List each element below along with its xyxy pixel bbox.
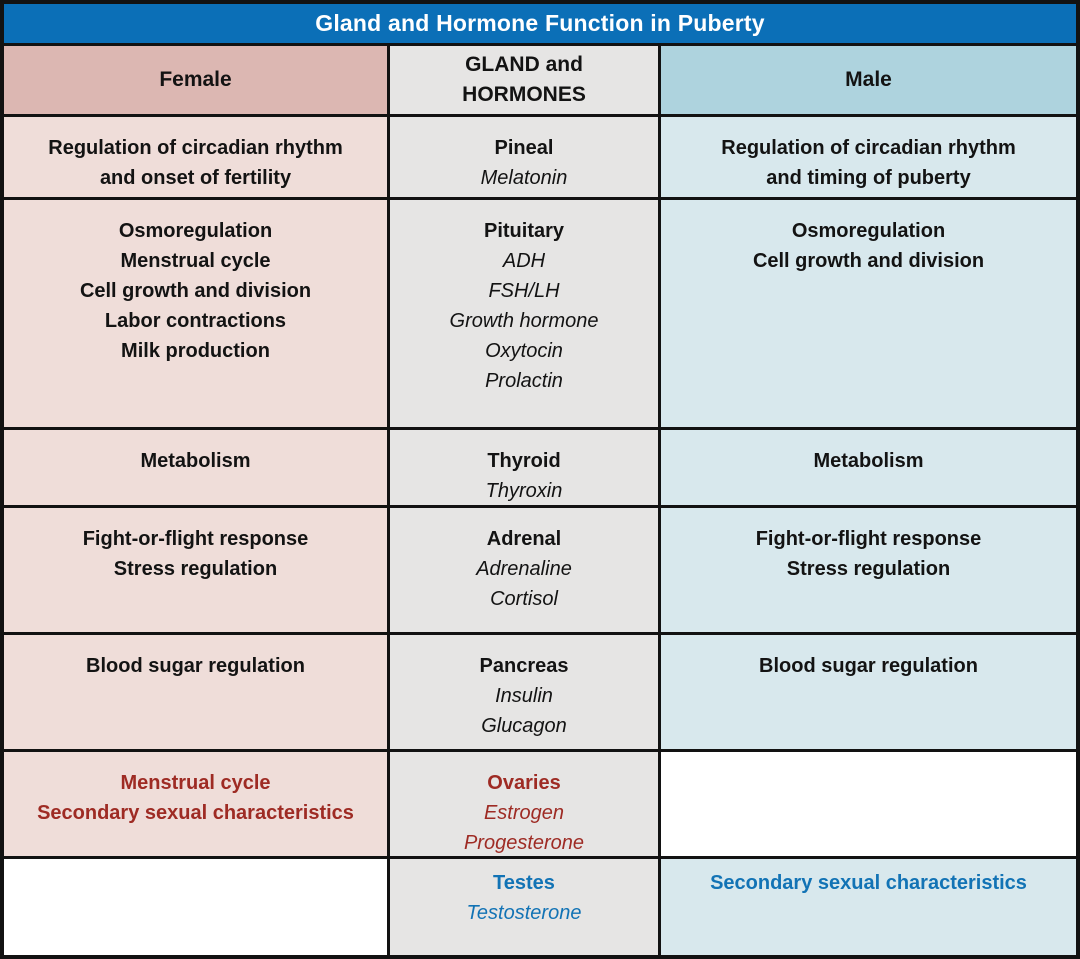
gland-name: Thyroid [487,450,561,472]
hormone-name: ADH [502,250,546,272]
cell-female-thyroid: Metabolism [4,430,390,505]
function-line: Osmoregulation [118,220,273,242]
gland-name: Adrenal [486,528,562,550]
hormone-name: Estrogen [483,802,565,824]
hormone-name: Oxytocin [485,340,563,362]
header-label-line: HORMONES [462,83,586,106]
cell-male-ovaries-empty [661,752,1076,856]
cell-male-pineal: Regulation of circadian rhythm and timin… [661,117,1076,197]
hormone-name: Insulin [495,685,553,707]
cell-female-pancreas: Blood sugar regulation [4,635,390,749]
hormone-name: Melatonin [480,167,568,189]
function-line: Labor contractions [104,310,287,332]
function-line: Fight-or-flight response [755,528,982,550]
cell-gland-adrenal: Adrenal Adrenaline Cortisol [390,508,661,632]
function-line: Fight-or-flight response [82,528,309,550]
header-row: Female GLAND and HORMONES Male [4,46,1076,117]
header-label: Male [845,68,892,91]
table-row-testes: Testes Testosterone Secondary sexual cha… [4,859,1076,955]
header-label: Female [159,68,232,91]
hormone-name: Adrenaline [476,558,572,580]
function-line: Blood sugar regulation [86,655,305,677]
function-line: Metabolism [813,450,924,472]
hormone-name: Prolactin [485,370,563,392]
function-line: and onset of fertility [99,167,292,189]
cell-gland-pineal: Pineal Melatonin [390,117,661,197]
cell-female-adrenal: Fight-or-flight response Stress regulati… [4,508,390,632]
hormone-name: Testosterone [466,902,582,924]
gland-name: Testes [493,872,555,894]
function-line: Secondary sexual characteristics [710,872,1027,894]
cell-gland-pancreas: Pancreas Insulin Glucagon [390,635,661,749]
column-header-female: Female [4,46,390,114]
function-line: Stress regulation [786,558,951,580]
hormone-name: Thyroxin [485,480,563,502]
hormone-name: Cortisol [490,588,558,610]
header-label-line: GLAND and [465,53,583,76]
function-line: Regulation of circadian rhythm [721,137,1016,159]
hormone-name: Progesterone [463,832,585,854]
hormone-name: FSH/LH [488,280,560,302]
gland-name: Pineal [494,137,554,159]
cell-female-testes-empty [4,859,390,955]
hormone-name: Growth hormone [449,310,599,332]
cell-male-thyroid: Metabolism [661,430,1076,505]
function-line: Cell growth and division [752,250,985,272]
function-line: Blood sugar regulation [759,655,978,677]
table-row-pineal: Regulation of circadian rhythm and onset… [4,117,1076,200]
function-line: Osmoregulation [791,220,946,242]
function-line: and timing of puberty [766,167,971,189]
function-line: Regulation of circadian rhythm [48,137,343,159]
gland-name: Pituitary [483,220,565,242]
function-line: Metabolism [140,450,251,472]
function-line: Menstrual cycle [120,250,271,272]
cell-gland-ovaries: Ovaries Estrogen Progesterone [390,752,661,856]
cell-female-ovaries: Menstrual cycle Secondary sexual charact… [4,752,390,856]
function-line: Secondary sexual characteristics [37,802,354,824]
table-row-ovaries: Menstrual cycle Secondary sexual charact… [4,752,1076,859]
table-row-adrenal: Fight-or-flight response Stress regulati… [4,508,1076,635]
cell-male-testes: Secondary sexual characteristics [661,859,1076,955]
table-row-pancreas: Blood sugar regulation Pancreas Insulin … [4,635,1076,752]
function-line: Milk production [121,340,270,362]
gland-name: Pancreas [479,655,569,677]
function-line: Menstrual cycle [120,772,271,794]
table-row-thyroid: Metabolism Thyroid Thyroxin Metabolism [4,430,1076,508]
function-line: Cell growth and division [79,280,312,302]
cell-female-pituitary: Osmoregulation Menstrual cycle Cell grow… [4,200,390,427]
hormone-name: Glucagon [481,715,567,737]
gland-name: Ovaries [487,772,561,794]
column-header-male: Male [661,46,1076,114]
cell-male-pituitary: Osmoregulation Cell growth and division [661,200,1076,427]
cell-gland-thyroid: Thyroid Thyroxin [390,430,661,505]
cell-female-pineal: Regulation of circadian rhythm and onset… [4,117,390,197]
table-title: Gland and Hormone Function in Puberty [4,4,1076,46]
function-line: Stress regulation [113,558,278,580]
cell-gland-testes: Testes Testosterone [390,859,661,955]
column-header-gland: GLAND and HORMONES [390,46,661,114]
cell-male-pancreas: Blood sugar regulation [661,635,1076,749]
cell-male-adrenal: Fight-or-flight response Stress regulati… [661,508,1076,632]
cell-gland-pituitary: Pituitary ADH FSH/LH Growth hormone Oxyt… [390,200,661,427]
table-row-pituitary: Osmoregulation Menstrual cycle Cell grow… [4,200,1076,430]
